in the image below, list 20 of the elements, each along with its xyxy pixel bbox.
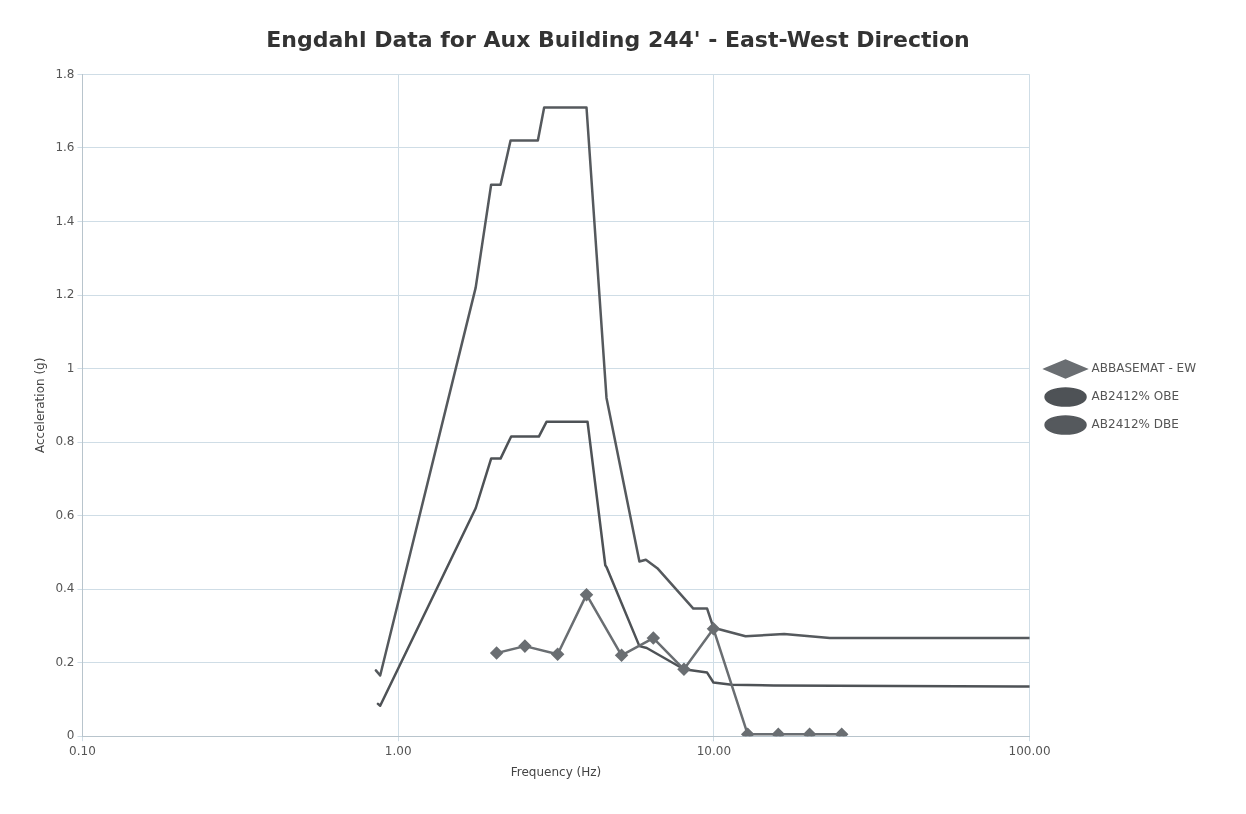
y-tick-label: 1.6 — [55, 140, 75, 155]
x-tick-label: 0.10 — [69, 743, 96, 758]
x-tick-label: 1.00 — [384, 743, 412, 758]
y-tick-label: 1.4 — [55, 213, 75, 228]
y-tick-label: 0.2 — [55, 654, 75, 669]
y-tick-label: 0.4 — [55, 581, 75, 596]
x-axis-title: Frequency (Hz) — [510, 764, 602, 779]
y-tick-label: 1.8 — [55, 66, 75, 81]
y-tick-label: 0.8 — [55, 434, 75, 449]
x-tick-label: 100.00 — [1008, 743, 1051, 758]
y-tick-label: 1 — [66, 360, 75, 375]
legend-label: AB2412% OBE — [1091, 389, 1180, 404]
y-tick-label: 0 — [66, 728, 75, 743]
chart-title: Engdahl Data for Aux Building 244' - East-West Direction — [266, 26, 970, 52]
y-tick-label: 0.6 — [55, 507, 75, 522]
x-tick-label: 10.00 — [696, 743, 732, 758]
legend-label: AB2412% DBE — [1091, 417, 1179, 432]
y-axis-title: Acceleration (g) — [33, 357, 48, 453]
y-tick-label: 1.2 — [55, 287, 75, 302]
legend-label: ABBASEMAT - EW — [1091, 361, 1197, 376]
